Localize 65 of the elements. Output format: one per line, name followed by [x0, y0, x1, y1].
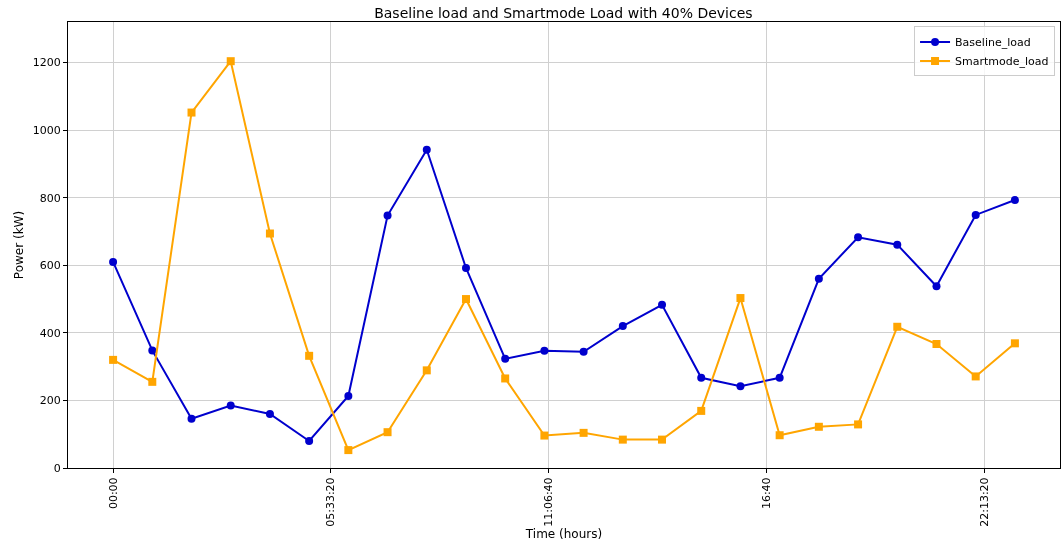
point [775, 431, 784, 440]
point [422, 366, 431, 375]
point [579, 428, 588, 437]
legend-label: Baseline_load [955, 36, 1031, 50]
point [187, 414, 196, 423]
point [226, 57, 235, 66]
point [775, 373, 784, 382]
point [187, 108, 196, 117]
point [697, 373, 706, 382]
y-tick-label: 1200 [32, 56, 61, 70]
point [109, 355, 118, 364]
y-tick-label: 800 [39, 191, 61, 205]
point [540, 431, 549, 440]
point [971, 372, 980, 381]
point [618, 322, 627, 331]
y-tick-label: 600 [39, 259, 61, 273]
point [658, 300, 667, 309]
point [344, 392, 353, 401]
point [501, 374, 510, 383]
point [265, 229, 274, 238]
point [893, 240, 902, 249]
point [148, 346, 157, 355]
point [540, 346, 549, 355]
point [658, 435, 667, 444]
legend-label: Smartmode_load [955, 55, 1049, 69]
point [422, 145, 431, 154]
chart-title: Baseline load and Smartmode Load with 40% Devices [374, 5, 753, 22]
point [461, 263, 470, 272]
y-tick-label: 1000 [32, 123, 61, 137]
point [383, 211, 392, 220]
point [893, 322, 902, 331]
point [736, 294, 745, 303]
point [265, 409, 274, 418]
point [697, 406, 706, 415]
y-tick-label: 400 [39, 326, 61, 340]
point [1010, 196, 1019, 205]
point [383, 428, 392, 437]
y-axis-title: Power (kW) [12, 210, 27, 280]
x-tick-label: 11:06:40 [542, 477, 556, 527]
y-tick-label: 0 [53, 461, 61, 475]
point [854, 233, 863, 242]
point [814, 274, 823, 283]
point [148, 377, 157, 386]
x-tick-label: 16:40 [760, 477, 774, 510]
point [305, 351, 314, 360]
point [1010, 339, 1019, 348]
point [501, 354, 510, 363]
point [226, 401, 235, 410]
point [932, 340, 941, 348]
point [109, 257, 118, 266]
x-axis-title: Time (hours) [524, 526, 603, 541]
x-tick-label: 05:33:20 [324, 477, 338, 527]
point [736, 382, 745, 391]
x-tick-label: 00:00 [106, 477, 120, 510]
point [971, 210, 980, 219]
point [305, 436, 314, 445]
point [932, 282, 941, 291]
point [461, 295, 470, 304]
x-tick-label: 22:13:20 [977, 477, 991, 527]
point [618, 435, 627, 444]
point [854, 420, 863, 429]
point [579, 347, 588, 356]
y-tick-label: 200 [39, 394, 61, 408]
point [344, 446, 353, 455]
point [814, 422, 823, 431]
